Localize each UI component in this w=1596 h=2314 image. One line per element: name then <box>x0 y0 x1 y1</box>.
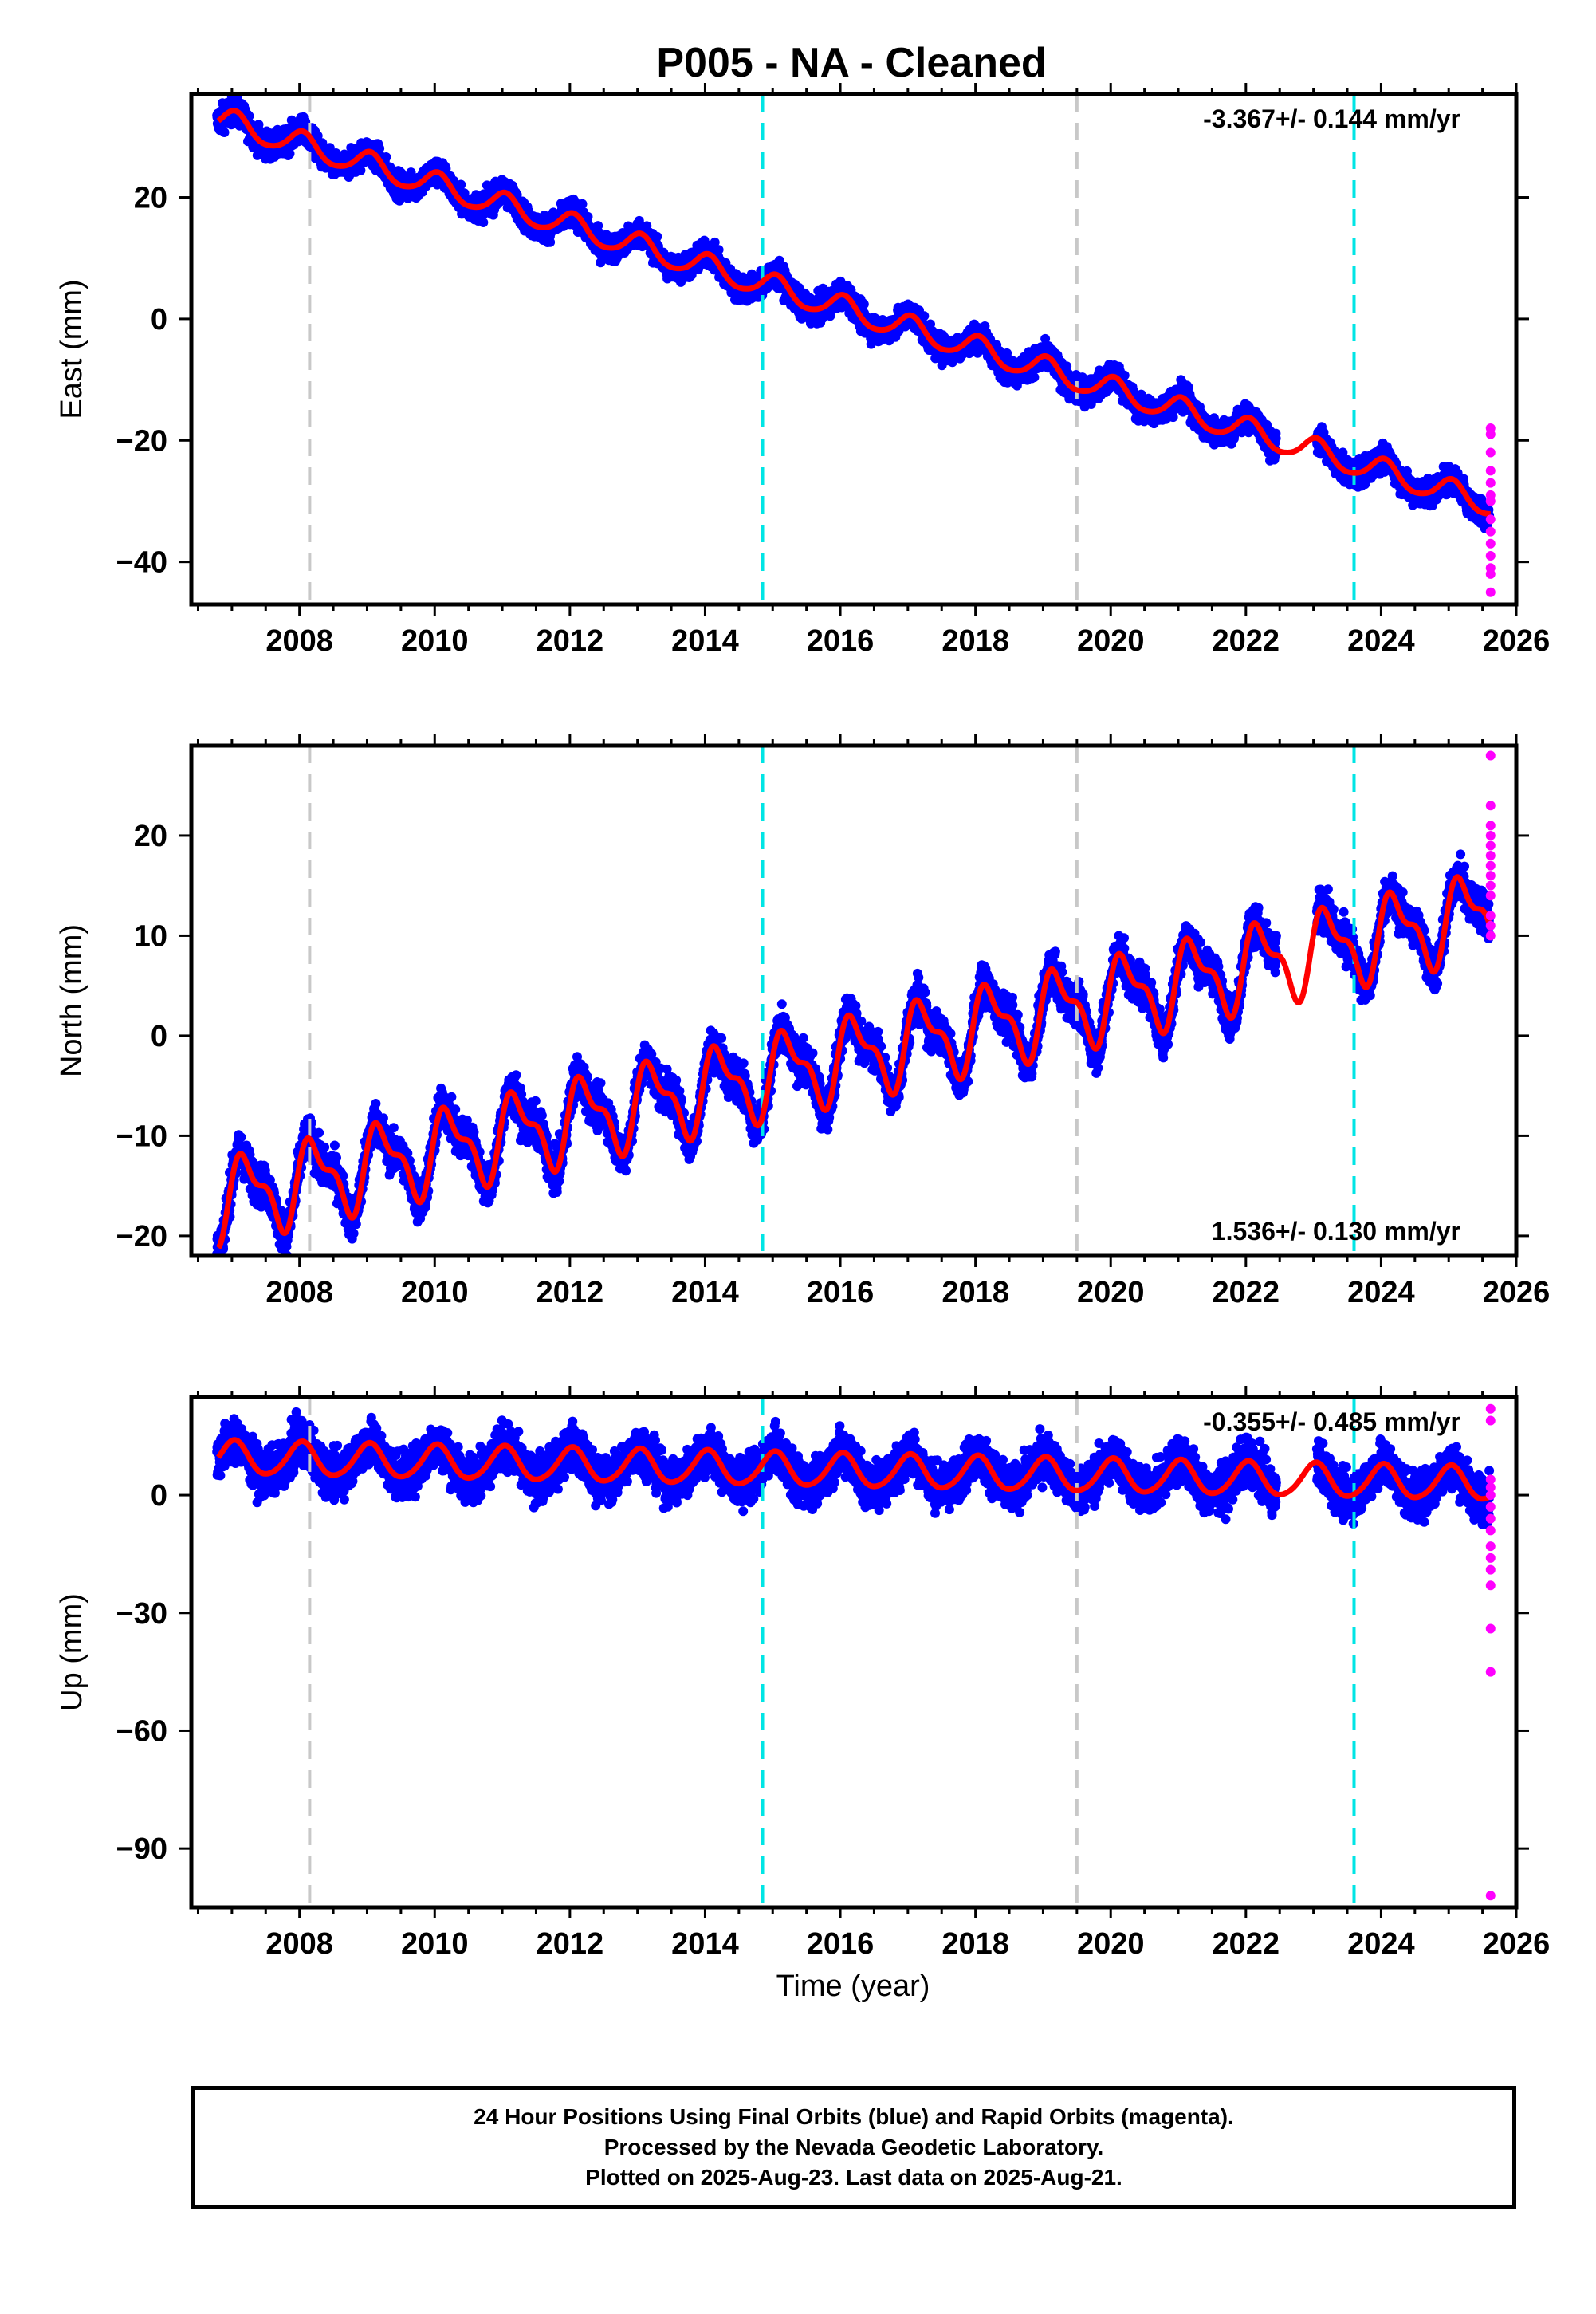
plot-area <box>212 94 1495 604</box>
chart-panels: 2008 2010 2012 2014 2016 2018 2020 2022 2024 2026… <box>55 83 1550 1961</box>
final-orbit-point <box>219 128 230 137</box>
final-orbit-point <box>859 299 869 309</box>
final-orbit-point <box>456 179 466 190</box>
final-orbit-point <box>375 144 385 154</box>
final-orbit-point <box>381 152 391 162</box>
final-orbit-point <box>577 199 588 209</box>
final-orbit-points <box>212 94 1495 533</box>
final-orbit-point <box>593 221 603 231</box>
final-orbit-point <box>545 237 556 247</box>
final-orbit-point <box>441 163 451 174</box>
chart-panel-east: 2008 2010 2012 2014 2016 2018 2020 2022 2024 2026… <box>55 83 1550 658</box>
final-orbit-point <box>1029 372 1040 383</box>
final-orbit-point <box>356 165 366 175</box>
final-orbit-point <box>478 218 489 227</box>
final-orbit-point <box>313 131 323 141</box>
final-orbit-point <box>919 311 930 321</box>
final-orbit-point <box>285 148 295 159</box>
final-orbit-point <box>583 211 593 222</box>
final-orbit-point <box>713 245 724 255</box>
final-orbit-point <box>652 231 662 242</box>
figure-title: P005 - NA - Cleaned <box>656 40 1046 86</box>
